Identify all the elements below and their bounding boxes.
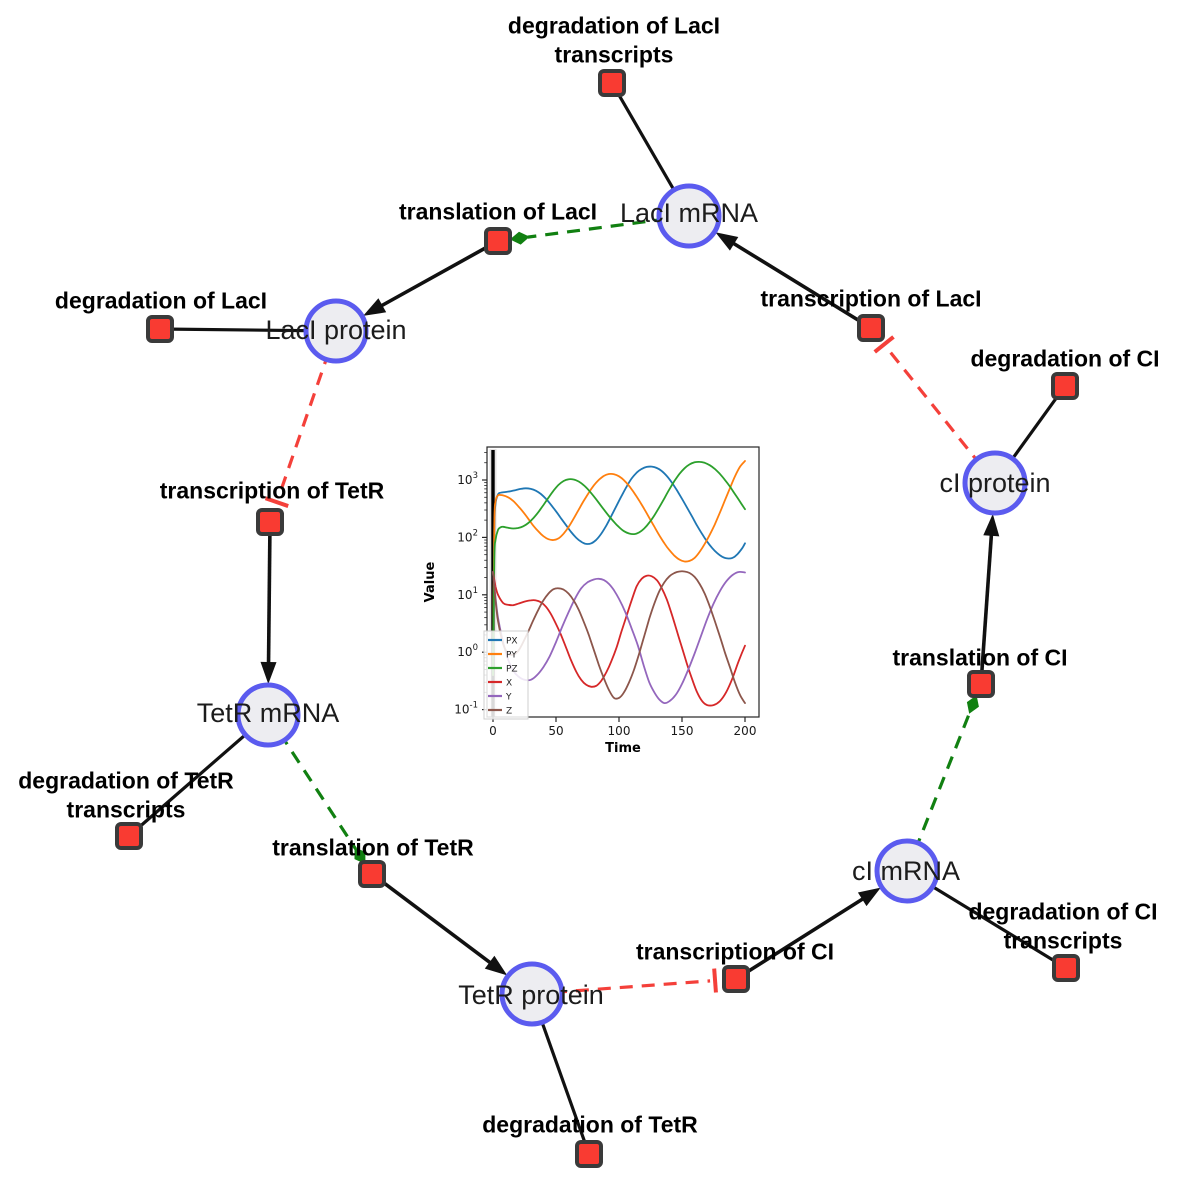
legend-box [483, 630, 529, 720]
series-PZ-line [492, 460, 746, 676]
y-axis-label: Value [423, 561, 438, 602]
edge-modifier-tetr_mrna-to-r_transl_tetr-diamond-head [354, 847, 366, 864]
x-tick-label: 200 [734, 724, 757, 738]
species-node-laci_protein [303, 298, 369, 364]
legend-label-PX: PX [506, 637, 518, 647]
reaction-node-r_deg_ci [1051, 372, 1079, 400]
species-node-laci_mrna [656, 183, 722, 249]
edge-production-r_transl_ci-to-ci_protein-arrowhead [983, 513, 1000, 537]
x-tick-label: 150 [671, 724, 694, 738]
legend-label-X: X [506, 679, 512, 689]
edge-modifier-laci_mrna-to-r_transl_laci-diamond-head [509, 231, 530, 245]
x-tick-label: 50 [548, 724, 563, 738]
plot-frame [486, 446, 760, 718]
reaction-node-r_deg_laci [146, 315, 174, 343]
series-PY-line [492, 460, 746, 676]
y-tick-label: 102 [457, 528, 478, 544]
edge-production-r_transl_tetr-to-tetr_protein-arrowhead [484, 955, 508, 976]
reaction-node-r_transl_ci [967, 670, 995, 698]
edge-production-r_txn_ci-to-ci_mrna [735, 891, 874, 981]
species-node-ci_protein [962, 450, 1028, 516]
edge-production-r_transl_laci-to-laci_protein-arrowhead [363, 298, 387, 316]
series-Z-line [492, 570, 746, 704]
reaction-node-r_txn_ci [722, 965, 750, 993]
reaction-node-r_deg_tetr [575, 1140, 603, 1168]
species-node-tetr_mrna [235, 682, 301, 748]
y-tick-label: 101 [457, 586, 478, 602]
y-tick-label: 10-1 [454, 701, 478, 717]
edge-production-r_transl_ci-to-ci_protein [979, 523, 994, 685]
edge-inhibition-tetr_protein-to-r_txn_ci-tbar-head [712, 968, 718, 993]
edge-production-r_transl_tetr-to-tetr_protein [370, 872, 501, 971]
x-tick-label: 0 [489, 724, 497, 738]
species-node-tetr_protein [499, 961, 565, 1027]
legend-label-PY: PY [506, 651, 517, 661]
reaction-node-r_deg_laci_tx [598, 69, 626, 97]
series-PX-line [492, 465, 746, 676]
reaction-node-r_deg_ci_tx [1052, 954, 1080, 982]
legend-label-Y: Y [505, 693, 512, 703]
legend-label-Z: Z [506, 707, 512, 717]
legend-label-PZ: PZ [506, 665, 518, 675]
edge-inhibition-laci_protein-to-r_txn_tetr-tbar-head [264, 496, 289, 508]
edge-production-r_transl_laci-to-laci_protein [370, 239, 499, 313]
reaction-node-r_deg_tetr_tx [115, 822, 143, 850]
chart-background [420, 438, 780, 772]
y-tick-label: 100 [457, 643, 478, 659]
reaction-node-r_txn_tetr [256, 508, 284, 536]
x-tick-label: 100 [608, 724, 631, 738]
edge-inhibition-ci_protein-to-r_txn_laci-tbar-head [873, 335, 895, 354]
species-node-ci_mrna [874, 838, 940, 904]
reaction-node-r_txn_laci [857, 314, 885, 342]
edge-production-r_txn_laci-to-laci_mrna-arrowhead [715, 232, 739, 251]
series-X-line [492, 571, 746, 707]
edge-production-r_txn_tetr-to-tetr_mrna-arrowhead [260, 661, 277, 684]
edge-production-r_txn_tetr-to-tetr_mrna [266, 521, 272, 675]
edge-production-r_txn_ci-to-ci_mrna-arrowhead [857, 887, 881, 907]
x-axis-label: Time [605, 741, 641, 756]
reaction-node-r_transl_laci [484, 227, 512, 255]
edge-production-r_txn_laci-to-laci_mrna [722, 235, 872, 330]
y-tick-label: 103 [457, 471, 478, 487]
edge-modifier-ci_mrna-to-r_transl_ci-diamond-head [966, 695, 979, 714]
reaction-node-r_transl_tetr [358, 860, 386, 888]
inset-timecourse-chart: 0 50 100 150 200 103 102 101 100 10-1 Time Value PX P… [420, 438, 780, 772]
